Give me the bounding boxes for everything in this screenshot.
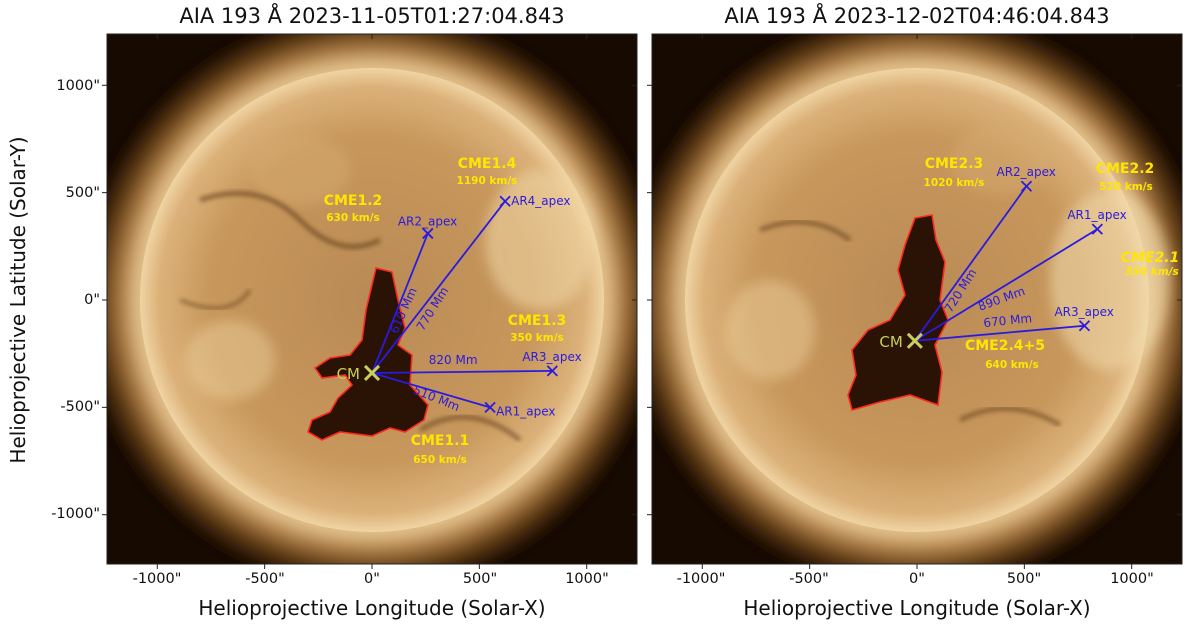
apex-marker bbox=[484, 401, 496, 413]
cme-name: CME2.3 bbox=[925, 156, 984, 172]
cme-speed: 550 km/s bbox=[1125, 266, 1179, 278]
distance-label: 670 Mm bbox=[983, 311, 1033, 330]
x-tick-label: -500" bbox=[245, 571, 285, 587]
center-marker bbox=[906, 332, 923, 349]
cme-speed: 1190 km/s bbox=[457, 175, 518, 187]
cme-speed: 350 km/s bbox=[510, 332, 564, 344]
apex-label: AR3_apex bbox=[522, 350, 581, 364]
apex-label: AR2_apex bbox=[996, 165, 1055, 179]
coronal-hole-1 bbox=[307, 267, 429, 441]
cme-speed: 1020 km/s bbox=[924, 177, 985, 189]
x-tick-label: 500" bbox=[1006, 571, 1042, 587]
distance-line bbox=[371, 369, 553, 374]
panel-1-title: AIA 193 Å 2023-11-05T01:27:04.843 bbox=[179, 4, 565, 28]
cme-speed: 520 km/s bbox=[1099, 181, 1153, 193]
apex-marker bbox=[546, 365, 558, 377]
y-tick-label: -500" bbox=[60, 399, 100, 415]
x-tick-label: 0" bbox=[909, 571, 925, 587]
y-tick-label: 0" bbox=[84, 292, 100, 308]
cme-speed: 630 km/s bbox=[326, 212, 380, 224]
x-tick-label: 0" bbox=[364, 571, 380, 587]
x-axis-label: Helioprojective Longitude (Solar-X) bbox=[198, 596, 546, 620]
apex-label: AR1_apex bbox=[1067, 208, 1126, 222]
y-tick-label: -1000" bbox=[51, 506, 100, 522]
apex-label: AR4_apex bbox=[511, 194, 570, 208]
distance-line bbox=[371, 233, 429, 374]
center-marker bbox=[363, 364, 381, 382]
apex-label: AR2_apex bbox=[398, 214, 457, 228]
apex-marker bbox=[1020, 180, 1033, 192]
coronal-hole-2 bbox=[847, 214, 949, 411]
panel-2-image bbox=[652, 34, 1182, 564]
cme-name: CME2.1 bbox=[1121, 250, 1180, 266]
x-tick-label: -1000" bbox=[676, 571, 726, 587]
distance-line bbox=[914, 324, 1085, 342]
x-axis-label: Helioprojective Longitude (Solar-X) bbox=[743, 596, 1091, 620]
cme-name: CME1.3 bbox=[508, 313, 567, 329]
cme-name: CME2.2 bbox=[1096, 161, 1155, 177]
panel-2-title: AIA 193 Å 2023-12-02T04:46:04.843 bbox=[724, 4, 1110, 28]
cme-speed: 650 km/s bbox=[413, 454, 467, 466]
cme-name: CME1.2 bbox=[324, 193, 383, 209]
x-tick-label: -1000" bbox=[132, 571, 182, 587]
distance-line bbox=[371, 372, 491, 409]
distance-label: 820 Mm bbox=[429, 353, 478, 367]
x-tick-label: 1000" bbox=[1110, 571, 1154, 587]
cme-speed: 640 km/s bbox=[985, 359, 1039, 371]
cme-name: CME1.4 bbox=[458, 156, 517, 172]
distance-line bbox=[914, 228, 1098, 342]
center-label: CM bbox=[879, 333, 902, 351]
center-label: CM bbox=[337, 365, 360, 383]
apex-label: AR3_apex bbox=[1054, 305, 1113, 319]
cme-name: CME2.4+5 bbox=[965, 338, 1045, 354]
apex-label: AR1_apex bbox=[496, 404, 555, 418]
x-tick-label: 500" bbox=[462, 571, 498, 587]
distance-line bbox=[914, 185, 1028, 342]
distance-line bbox=[371, 200, 506, 374]
apex-marker bbox=[422, 227, 434, 240]
panel-1-image bbox=[107, 34, 637, 564]
y-tick-label: 500" bbox=[65, 185, 100, 201]
y-tick-label: 1000" bbox=[56, 78, 100, 94]
apex-marker bbox=[1091, 223, 1103, 235]
x-tick-label: 1000" bbox=[565, 571, 609, 587]
cme-name: CME1.1 bbox=[411, 433, 470, 449]
x-tick-label: -500" bbox=[789, 571, 829, 587]
apex-marker bbox=[499, 195, 511, 207]
apex-marker bbox=[1078, 320, 1091, 332]
